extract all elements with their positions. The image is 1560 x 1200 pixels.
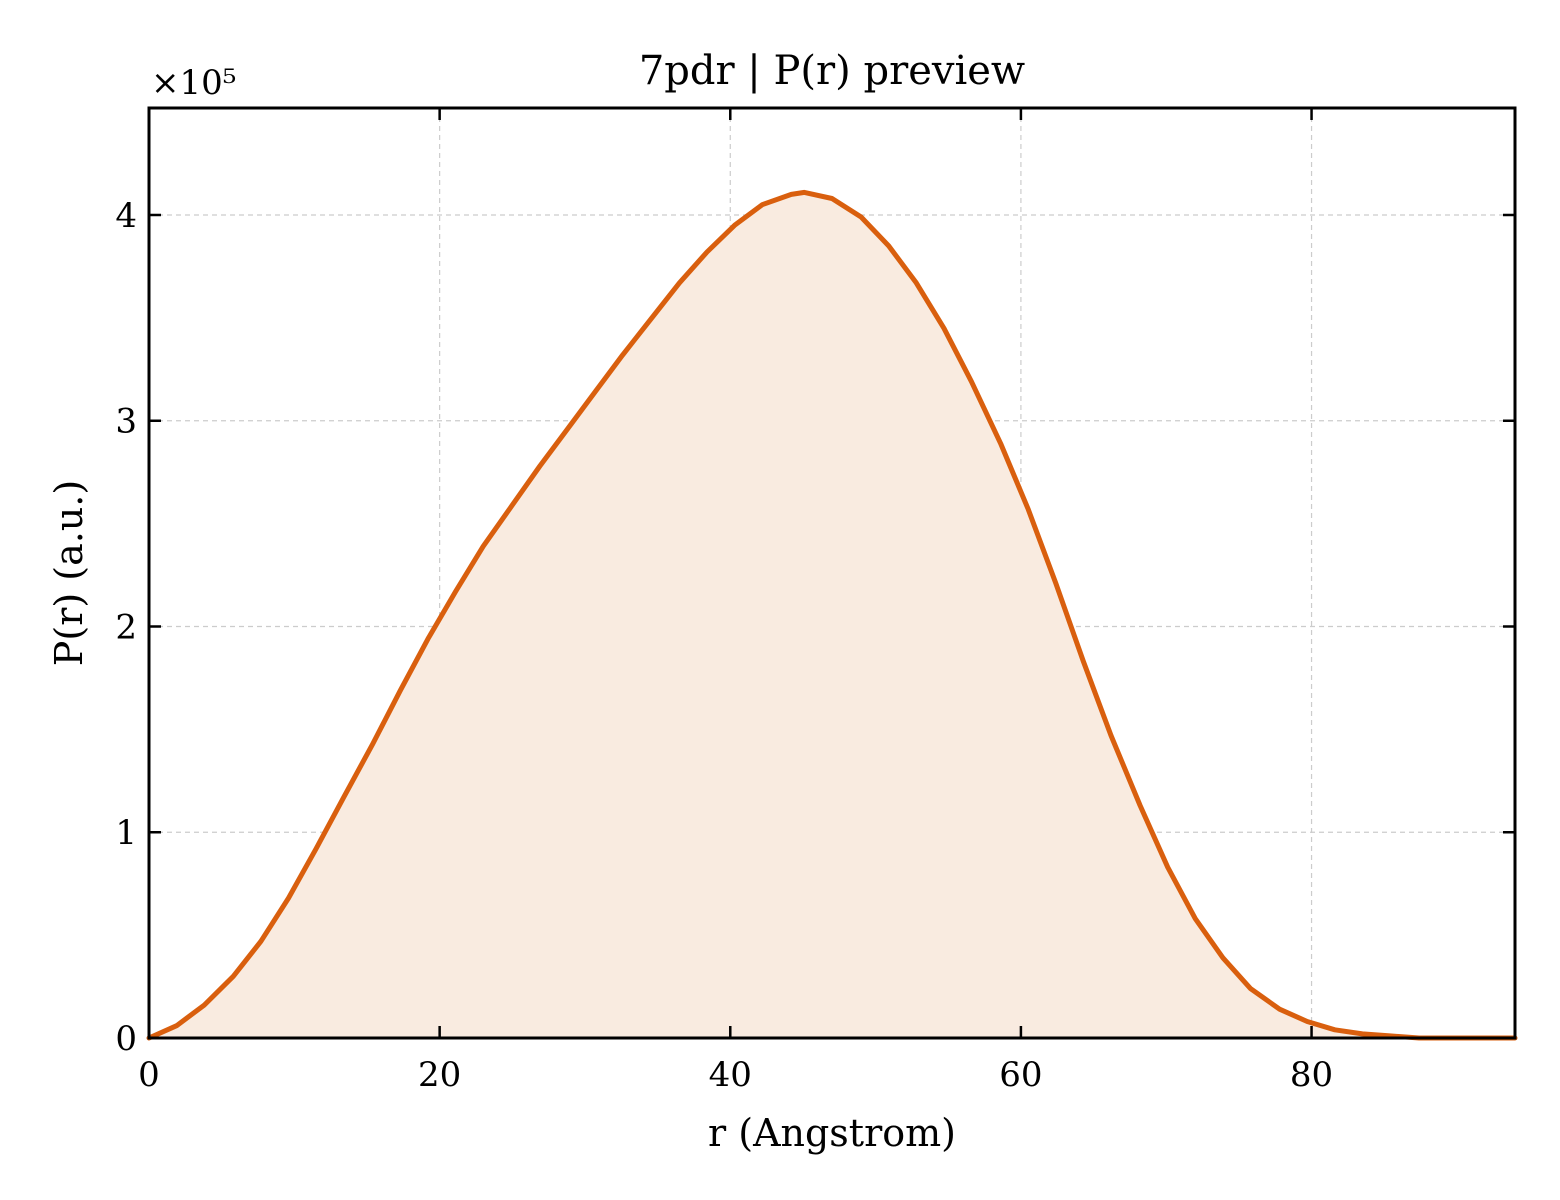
x-tick-label: 20 xyxy=(418,1055,461,1095)
y-tick-label: 3 xyxy=(115,402,137,442)
y-axis-multiplier: ×10⁵ xyxy=(151,63,236,103)
y-tick-label: 0 xyxy=(115,1019,137,1059)
x-tick-label: 40 xyxy=(709,1055,752,1095)
series-line xyxy=(146,189,1518,1041)
y-tick-label: 1 xyxy=(115,813,137,853)
y-tick-label: 4 xyxy=(115,196,137,236)
plot-area xyxy=(146,189,1518,1041)
y-axis-label: P(r) (a.u.) xyxy=(47,480,91,666)
x-tick-label: 80 xyxy=(1290,1055,1333,1095)
x-tick-label: 0 xyxy=(138,1055,160,1095)
x-tick-label: 60 xyxy=(999,1055,1042,1095)
ticks: 0 20 40 60 80 0 1 2 3 4 xyxy=(115,108,1515,1095)
plot-frame xyxy=(147,106,1517,1040)
chart-title: 7pdr | P(r) preview xyxy=(639,48,1025,94)
series-fill xyxy=(149,192,1515,1038)
x-axis-label: r (Angstrom) xyxy=(708,1111,956,1155)
y-tick-label: 2 xyxy=(115,607,137,647)
